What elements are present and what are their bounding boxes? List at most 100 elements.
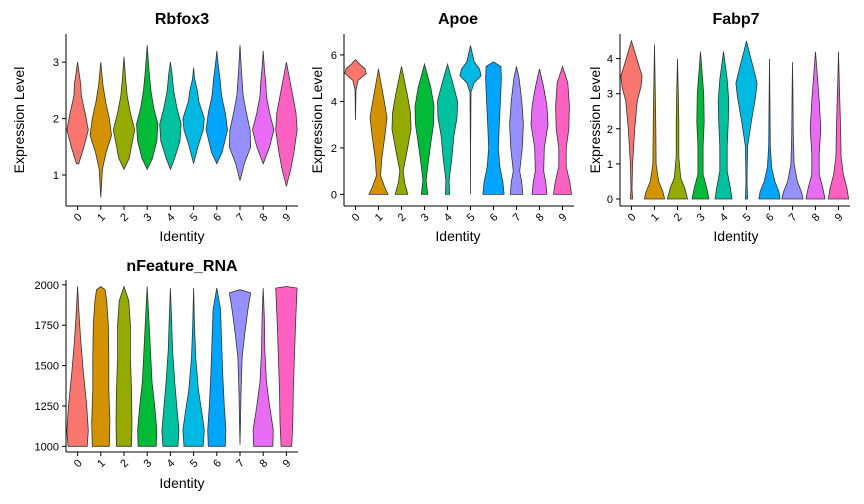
y-tick-label: 2000 [35, 280, 59, 292]
panel-title: Apoe [438, 11, 478, 28]
x-tick-label: 8 [257, 211, 270, 224]
x-tick-label: 6 [211, 457, 224, 470]
x-tick-label: 0 [72, 457, 85, 470]
x-axis-label: Identity [159, 228, 204, 244]
violin-3 [691, 51, 710, 200]
y-tick-label: 0 [331, 189, 337, 201]
violin-1 [91, 286, 111, 447]
violin-5 [459, 45, 482, 195]
violin-5 [735, 40, 758, 200]
y-tick-label: 1250 [35, 401, 59, 413]
x-tick-label: 5 [188, 457, 201, 470]
x-tick-label: 6 [211, 211, 224, 224]
x-tick-label: 7 [511, 211, 524, 224]
y-tick-label: 4 [331, 96, 337, 108]
violin-9 [553, 65, 572, 195]
x-tick-label: 1 [95, 457, 108, 470]
x-tick-label: 5 [188, 211, 201, 224]
x-tick-label: 1 [95, 211, 108, 224]
violin-6 [758, 58, 781, 200]
x-tick-label: 9 [281, 211, 294, 224]
violin-8 [252, 50, 275, 165]
x-tick-label: 4 [165, 211, 178, 224]
y-tick-label: 0 [607, 194, 613, 206]
violin-0 [344, 59, 367, 121]
x-tick-label: 7 [234, 211, 247, 224]
x-tick-label: 4 [442, 211, 455, 224]
violin-8 [252, 288, 274, 447]
x-tick-label: 2 [118, 211, 131, 224]
violin-5 [182, 288, 205, 447]
x-tick-label: 3 [141, 457, 154, 470]
y-tick-label: 4 [607, 54, 613, 66]
y-tick-label: 2 [607, 124, 613, 136]
x-tick-label: 5 [465, 211, 478, 224]
violin-9 [275, 62, 298, 187]
violin-8 [530, 68, 549, 195]
x-tick-label: 2 [672, 211, 685, 224]
x-tick-label: 0 [626, 211, 639, 224]
x-tick-label: 8 [257, 457, 270, 470]
violin-3 [137, 286, 158, 447]
x-tick-label: 3 [141, 211, 154, 224]
violin-7 [781, 62, 804, 200]
panel-title: nFeature_RNA [126, 258, 238, 275]
x-tick-label: 3 [695, 211, 708, 224]
violin-4 [159, 62, 182, 171]
violin-2 [391, 66, 412, 195]
violin-6 [207, 288, 227, 447]
x-tick-label: 0 [72, 211, 85, 224]
y-axis-label: Expression Level [587, 67, 603, 174]
y-tick-label: 2 [53, 114, 59, 126]
violin-1 [368, 68, 389, 195]
y-tick-label: 1000 [35, 441, 59, 453]
x-tick-label: 4 [718, 211, 731, 224]
x-tick-label: 8 [534, 211, 547, 224]
x-tick-label: 2 [118, 457, 131, 470]
x-tick-label: 9 [833, 211, 846, 224]
x-tick-label: 6 [488, 211, 501, 224]
violin-7 [228, 289, 252, 445]
x-tick-label: 1 [649, 211, 662, 224]
y-tick-label: 6 [331, 50, 337, 62]
violin-4 [436, 62, 459, 195]
y-tick-label: 2 [331, 143, 337, 155]
violin-2 [115, 285, 133, 447]
violin-3 [414, 62, 435, 195]
panel-nfeature-rna: nFeature_RNA Identity 100012501500175020… [35, 258, 298, 491]
x-tick-label: 7 [787, 211, 800, 224]
y-tick-label: 1500 [35, 361, 59, 373]
violin-5 [182, 67, 205, 164]
x-tick-label: 2 [396, 211, 409, 224]
violin-0 [66, 286, 89, 447]
violin-0 [620, 39, 643, 200]
y-tick-label: 3 [53, 57, 59, 69]
violin-8 [805, 51, 826, 200]
violin-0 [66, 62, 89, 165]
x-tick-label: 5 [741, 211, 754, 224]
violin-6 [482, 61, 505, 195]
violin-3 [136, 45, 159, 171]
violin-7 [509, 66, 524, 195]
x-tick-label: 0 [350, 211, 363, 224]
x-tick-label: 3 [419, 211, 432, 224]
x-tick-label: 9 [281, 457, 294, 470]
x-tick-label: 6 [764, 211, 777, 224]
violin-6 [205, 50, 228, 165]
x-axis-label: Identity [159, 475, 204, 491]
violin-7 [228, 45, 252, 181]
y-axis-label: Expression Level [309, 67, 325, 174]
violin-2 [666, 58, 689, 200]
x-tick-label: 7 [234, 457, 247, 470]
y-tick-label: 1750 [35, 320, 59, 332]
x-tick-label: 9 [557, 211, 570, 224]
y-tick-label: 1 [607, 159, 613, 171]
y-tick-label: 1 [53, 170, 59, 182]
panel-title: Rbfox3 [155, 11, 209, 28]
violin-4 [161, 288, 180, 447]
x-tick-label: 4 [165, 457, 178, 470]
